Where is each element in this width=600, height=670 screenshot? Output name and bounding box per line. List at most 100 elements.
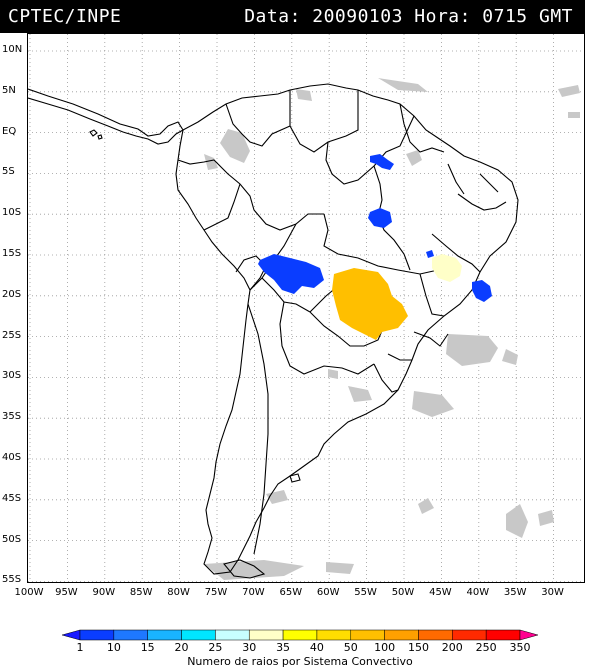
latitude-label: 10S (2, 207, 22, 219)
longitude-label: 75W (204, 587, 228, 598)
south-america-coast (175, 83, 519, 575)
border (225, 90, 291, 147)
longitude-label: 50W (391, 587, 415, 598)
latitude-label: 5N (2, 84, 16, 96)
cloud-areas (204, 78, 580, 580)
legend-swatch (452, 629, 487, 641)
latitude-label: 15S (2, 248, 22, 259)
border (323, 213, 439, 275)
latitude-label: 25S (2, 329, 22, 341)
system-blue (368, 208, 392, 228)
border (479, 173, 499, 193)
cloud-area (412, 391, 454, 417)
central-america-coast (27, 88, 184, 145)
latitude-label: 20S (2, 288, 22, 300)
system-blue (370, 154, 394, 170)
legend-bar (61, 629, 539, 641)
legend-swatch (248, 629, 284, 641)
longitude-label: 35W (503, 587, 527, 598)
longitude-label: 30W (541, 587, 564, 598)
legend-label: 20 (174, 641, 189, 654)
galapagos-islands (89, 129, 103, 140)
border (457, 193, 507, 211)
legend-swatch (418, 629, 453, 641)
border (177, 159, 324, 231)
legend-label: 30 (242, 641, 257, 654)
latitude-label: 35S (2, 411, 22, 423)
cloud-area (418, 498, 434, 514)
latitude-label: 30S (2, 370, 22, 382)
cloud-area (558, 85, 580, 97)
border (325, 115, 415, 185)
border (203, 183, 241, 231)
convective-systems (258, 154, 492, 340)
cloud-area (378, 78, 428, 92)
legend-swatch (181, 629, 216, 641)
legend-swatch (215, 629, 250, 641)
border (279, 301, 375, 375)
latitude-label: 10N (2, 44, 23, 55)
legend-swatch (147, 629, 182, 641)
border (431, 233, 481, 273)
longitude-label: 95W (55, 587, 78, 598)
legend-label: 50 (343, 641, 358, 654)
longitude-label: 65W (279, 587, 303, 598)
cloud-area (204, 154, 218, 170)
legend-title: Numero de raios por Sistema Convectivo (187, 655, 413, 668)
legend-swatch (384, 629, 419, 641)
legend-swatch (316, 629, 352, 641)
latitude-label: 55S (2, 574, 22, 586)
longitude-label: 100W (14, 587, 44, 598)
map-canvas (27, 34, 586, 584)
cloud-area (568, 112, 580, 118)
cloud-area (506, 504, 528, 538)
map-header: CPTEC/INPE Data: 20090103 Hora: 0715 GMT (0, 0, 585, 33)
cloud-area (220, 129, 250, 163)
legend-label: 25 (208, 641, 223, 654)
border (399, 103, 445, 153)
legend-label: 350 (509, 641, 531, 654)
legend-label: 35 (276, 641, 291, 654)
cloud-area (446, 334, 498, 366)
legend-label: 10 (106, 641, 121, 654)
border (413, 331, 449, 347)
cloud-area (296, 89, 312, 101)
legend-swatch (79, 629, 115, 641)
coastline-borders (27, 83, 519, 579)
latitude-label: 45S (2, 492, 22, 504)
cloud-area (328, 369, 338, 379)
latitude-label: 5S (2, 166, 15, 178)
system-pale (432, 254, 462, 282)
source-title: CPTEC/INPE (8, 6, 122, 27)
legend-swatch (350, 629, 385, 641)
longitude-label: 70W (242, 587, 265, 598)
border (373, 363, 399, 393)
date-time-title: Data: 20090103 Hora: 0715 GMT (244, 6, 573, 27)
border (247, 303, 269, 555)
latitude-label: 40S (2, 452, 22, 463)
legend-swatch (61, 629, 81, 641)
legend-label: 40 (309, 641, 324, 654)
cloud-area (538, 510, 554, 526)
longitude-label: 80W (167, 587, 190, 598)
tierra-del-fuego (223, 559, 266, 579)
cloud-area (204, 560, 304, 580)
graticule (28, 34, 586, 584)
cloud-area (326, 562, 354, 574)
cloud-area (502, 349, 518, 365)
border (447, 163, 465, 195)
legend-swatch (113, 629, 148, 641)
longitude-label: 90W (92, 587, 116, 598)
legend-label: 250 (475, 641, 497, 654)
border (419, 273, 445, 317)
border (387, 353, 412, 361)
longitude-label: 60W (316, 587, 340, 598)
cloud-area (406, 150, 422, 166)
legend-swatch (282, 629, 318, 641)
system-blue (472, 280, 492, 302)
legend-label: 100 (374, 641, 396, 654)
legend-swatch (485, 629, 521, 641)
longitude-label: 45W (429, 587, 452, 598)
latitude-label: EQ (2, 125, 17, 137)
longitude-label: 40W (466, 587, 490, 598)
